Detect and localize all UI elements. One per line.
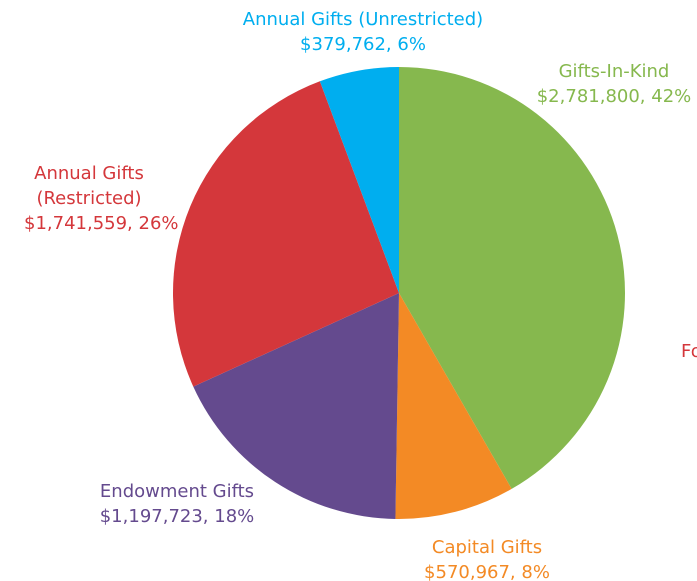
- pie-slice: [193, 293, 399, 519]
- pie-slice: [172, 81, 399, 387]
- pie-slice: [319, 67, 399, 293]
- value-label: $1,197,723, 18%: [99, 506, 255, 527]
- slice-label: Annual Gifts (Restricted) $1,741,559, 26%: [24, 161, 179, 236]
- slice-label: Capital Gifts $570,967, 8%: [387, 535, 587, 581]
- pie-slice: [399, 67, 626, 489]
- category-name: Annual Gifts (Unrestricted): [242, 9, 484, 30]
- value-label: $2,781,800, 42%: [536, 86, 692, 107]
- value-label: $379,762, 6%: [300, 34, 426, 55]
- category-name: Endowment Gifts: [99, 481, 255, 502]
- pie-slice: [395, 293, 512, 519]
- value-label: $570,967, 8%: [424, 562, 550, 581]
- slice-label: Endowment Gifts $1,197,723, 18%: [67, 479, 287, 529]
- category-name: Annual Gifts (Restricted): [34, 163, 144, 209]
- slice-label: Gifts-In-Kind $2,781,800, 42%: [514, 59, 697, 109]
- slice-label: Annual Gifts (Unrestricted) $379,762, 6%: [213, 7, 513, 57]
- category-name: Gifts-In-Kind: [558, 61, 670, 82]
- value-label: $1,741,559, 26%: [24, 213, 179, 234]
- annotation: Fo: [681, 341, 697, 362]
- category-name: Capital Gifts: [431, 537, 543, 558]
